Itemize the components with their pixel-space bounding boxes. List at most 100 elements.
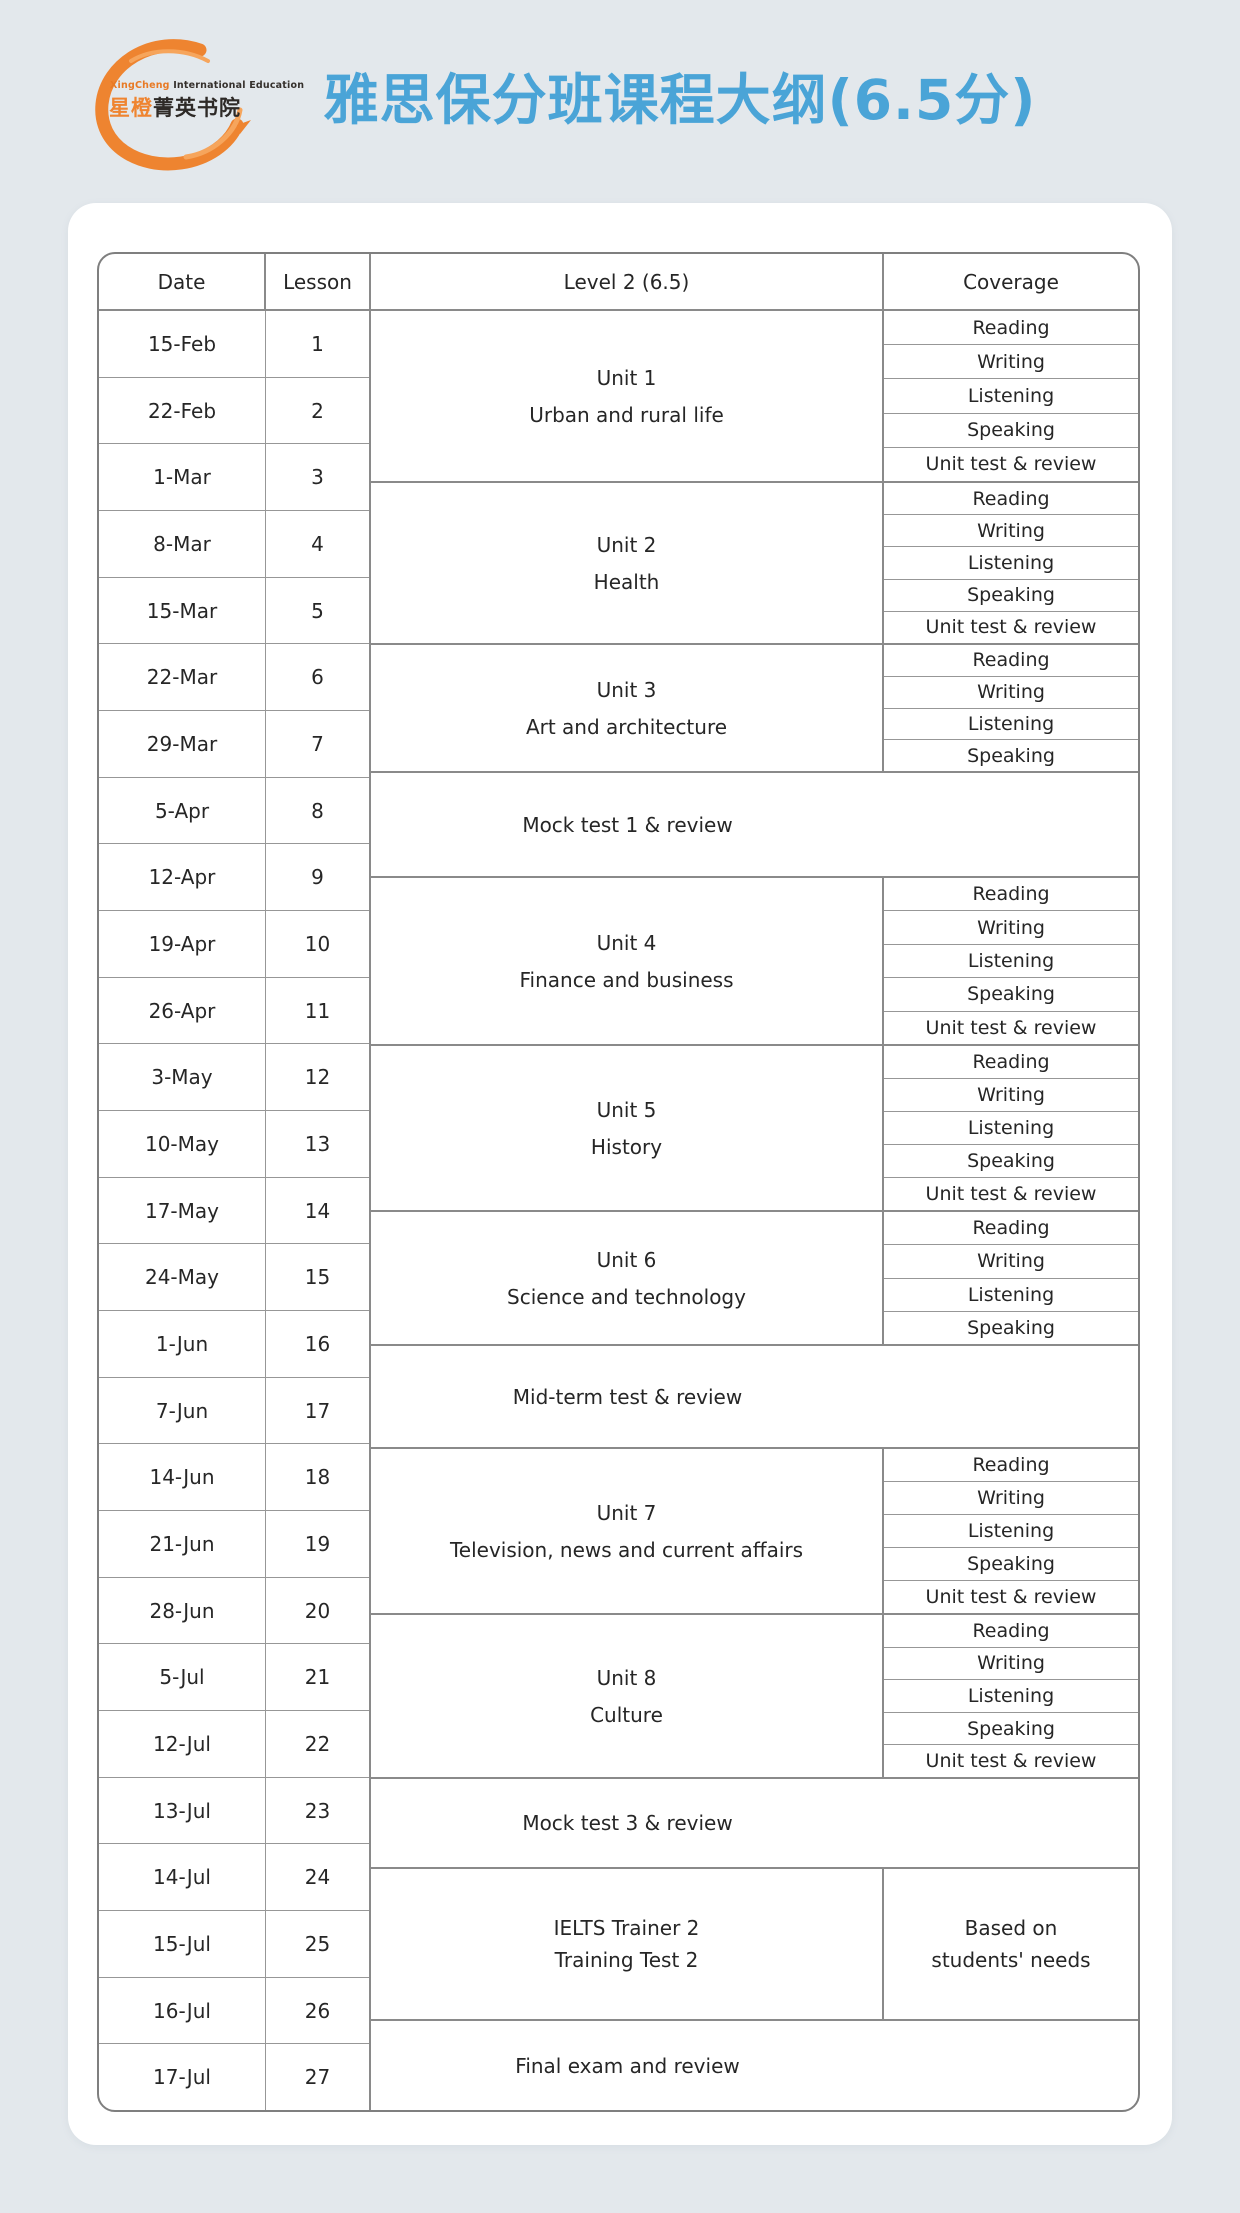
coverage-cell: Listening — [884, 707, 1138, 740]
coverage-note-line: Based on — [964, 1916, 1058, 1940]
coverage-cell: Writing — [884, 675, 1138, 708]
table-body: 15-Feb 1 22-Feb 2 1-Mar 3 8-Mar 4 15-Mar 5 22-Mar 6… — [99, 311, 1138, 2110]
date-cell: 15-Feb — [99, 311, 266, 377]
lesson-cell: 10 — [304, 931, 331, 956]
unit-block: Unit 6 Science and technology Reading Writi… — [371, 1210, 1138, 1344]
lesson-cell: 14 — [304, 1198, 331, 1223]
date-cell: 10-May — [99, 1111, 266, 1177]
unit-subtitle: Urban and rural life — [529, 402, 724, 427]
lesson-cell: 3 — [311, 465, 324, 490]
merged-label: Mock test 1 & review — [522, 812, 733, 837]
date-cell: 29-Mar — [99, 711, 266, 777]
lesson-cell: 15 — [304, 1265, 331, 1290]
lesson-cell: 23 — [304, 1798, 331, 1823]
page-title: 雅思保分班课程大纲(6.5分) — [323, 68, 1037, 132]
unit-title: Unit 3 — [596, 677, 657, 702]
date-cell: 12-Apr — [99, 844, 266, 911]
date-cell: 22-Mar — [99, 644, 266, 711]
schedule-row: 13-Jul 23 — [99, 1776, 369, 1844]
header-lesson: Lesson — [266, 254, 371, 309]
logo-swirl-icon — [95, 39, 251, 171]
date-cell: 19-Apr — [99, 911, 266, 977]
coverage-note-cell: Based on students' needs — [884, 1869, 1138, 2019]
schedule-row: 22-Feb 2 — [99, 376, 369, 444]
logo-brand-text: 星橙菁英书院 — [109, 96, 241, 120]
merged-block: Mock test 1 & review — [371, 771, 1138, 876]
coverage-column: Reading Writing Listening Speaking — [884, 1212, 1138, 1344]
table-header-row: Date Lesson Level 2 (6.5) Coverage — [99, 254, 1138, 311]
unit-title: Unit 5 — [596, 1097, 657, 1122]
schedule-row: 15-Mar 5 — [99, 576, 369, 644]
coverage-cell: Speaking — [884, 578, 1138, 611]
unit-blocks-column: Unit 1 Urban and rural life Reading Writing… — [371, 311, 1138, 2110]
schedule-row: 26-Apr 11 — [99, 976, 369, 1044]
coverage-cell: Listening — [884, 1514, 1138, 1547]
coverage-cell: Speaking — [884, 1711, 1138, 1745]
coverage-cell: Reading — [972, 1217, 1050, 1240]
lesson-cell: 12 — [304, 1065, 331, 1090]
coverage-cell: Writing — [884, 1078, 1138, 1111]
schedule-row: 17-May 14 — [99, 1176, 369, 1244]
date-cell: 1-Mar — [99, 444, 266, 511]
unit-block: Unit 3 Art and architecture Reading Writing… — [371, 643, 1138, 771]
trainer-line: IELTS Trainer 2 — [553, 1916, 700, 1940]
schedule-row: 8-Mar 4 — [99, 510, 369, 577]
merged-label: Mid-term test & review — [512, 1384, 743, 1409]
date-cell: 8-Mar — [99, 511, 266, 577]
coverage-cell: Reading — [972, 1051, 1050, 1073]
schedule-row: 16-Jul 26 — [99, 1976, 369, 2044]
coverage-cell: Listening — [884, 1277, 1138, 1311]
schedule-row: 5-Jul 21 — [99, 1643, 369, 1711]
lesson-cell: 26 — [304, 1998, 331, 2023]
schedule-row: 5-Apr 8 — [99, 776, 369, 844]
unit-subtitle: Finance and business — [519, 967, 734, 992]
date-cell: 14-Jun — [99, 1444, 266, 1511]
coverage-cell: Unit test & review — [884, 1744, 1138, 1777]
schedule-row: 29-Mar 7 — [99, 710, 369, 777]
date-cell: 5-Jul — [99, 1644, 266, 1711]
lesson-cell: 16 — [304, 1331, 331, 1356]
date-cell: 16-Jul — [99, 1977, 266, 2044]
merged-label: Final exam and review — [515, 2053, 740, 2078]
coverage-column: Reading Writing Listening Speaking Unit test… — [884, 878, 1138, 1044]
coverage-cell: Listening — [884, 1111, 1138, 1144]
coverage-cell: Speaking — [884, 1310, 1138, 1344]
coverage-column: Reading Writing Listening Speaking Unit test… — [884, 1615, 1138, 1777]
lesson-cell: 25 — [304, 1931, 331, 1956]
coverage-cell: Reading — [972, 649, 1050, 672]
coverage-column: Reading Writing Listening Speaking Unit test… — [884, 1449, 1138, 1613]
coverage-cell: Reading — [972, 1454, 1050, 1476]
lesson-cell: 17 — [304, 1398, 331, 1423]
coverage-cell: Listening — [884, 546, 1138, 578]
lesson-cell: 21 — [304, 1665, 331, 1690]
lesson-cell: 1 — [311, 331, 324, 356]
lesson-cell: 20 — [304, 1598, 331, 1623]
date-cell: 17-Jul — [99, 2044, 266, 2110]
schedule-row: 14-Jul 24 — [99, 1843, 369, 1911]
coverage-cell: Unit test & review — [884, 446, 1138, 481]
date-cell: 22-Feb — [99, 377, 266, 444]
schedule-row: 12-Apr 9 — [99, 843, 369, 911]
date-cell: 28-Jun — [99, 1577, 266, 1644]
unit-subtitle: Health — [593, 569, 660, 594]
date-cell: 21-Jun — [99, 1511, 266, 1577]
date-cell: 13-Jul — [99, 1777, 266, 1844]
lesson-cell: 4 — [311, 531, 324, 556]
schedule-row: 3-May 12 — [99, 1043, 369, 1111]
trainer-line: Training Test 2 — [554, 1948, 699, 1972]
unit-subtitle: Television, news and current affairs — [449, 1537, 804, 1562]
unit-block: Unit 5 History Reading Writing Listening Spea… — [371, 1044, 1138, 1210]
logo-english-text: XingCheng International Education — [110, 80, 305, 91]
schedule-row: 7-Jun 17 — [99, 1376, 369, 1444]
header-coverage: Coverage — [963, 269, 1059, 294]
lesson-cell: 7 — [311, 731, 324, 756]
lesson-cell: 27 — [304, 2065, 331, 2090]
schedule-row: 15-Feb 1 — [99, 311, 369, 377]
unit-title: Unit 7 — [596, 1500, 657, 1525]
coverage-cell: Speaking — [884, 977, 1138, 1010]
unit-cell: Unit 8 Culture — [371, 1615, 884, 1777]
date-cell: 17-May — [99, 1177, 266, 1244]
schedule-row: 14-Jun 18 — [99, 1443, 369, 1511]
coverage-cell: Speaking — [884, 1547, 1138, 1580]
